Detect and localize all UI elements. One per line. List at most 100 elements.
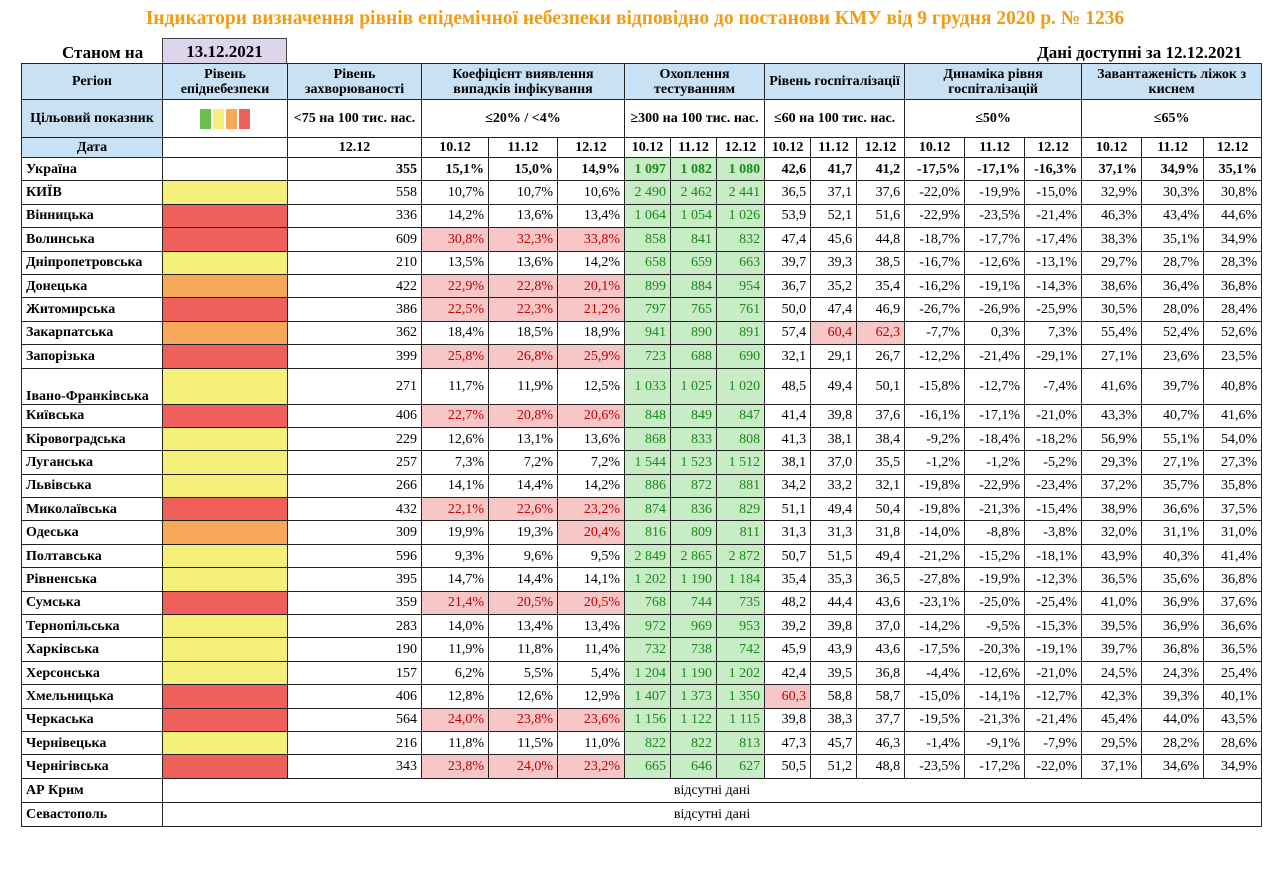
danger-level-cell bbox=[162, 660, 288, 686]
region-name: Севастополь bbox=[21, 801, 163, 827]
region-name: Одеська bbox=[21, 520, 163, 545]
incidence-value: 406 bbox=[287, 403, 422, 428]
hospitalization-value: 31,3 bbox=[810, 520, 858, 545]
indicators-table: Регіон Рівень епіднебезпеки Рівень захво… bbox=[21, 63, 1263, 827]
oxygen-beds-value: 32,0% bbox=[1081, 520, 1143, 545]
detection-value: 10,7% bbox=[488, 180, 558, 205]
detection-value: 14,0% bbox=[421, 614, 489, 639]
testing-value: 872 bbox=[670, 473, 718, 499]
hosp-dynamics-value: -16,7% bbox=[904, 250, 966, 275]
region-name: Полтавська bbox=[21, 543, 163, 569]
oxygen-beds-value: 31,1% bbox=[1141, 520, 1205, 545]
hospitalization-value: 62,3 bbox=[856, 320, 906, 346]
hosp-dynamics-value: -18,2% bbox=[1024, 426, 1083, 452]
hosp-dynamics-value: -15,4% bbox=[1024, 497, 1083, 522]
testing-value: 665 bbox=[624, 754, 672, 779]
hosp-dynamics-value: -12,7% bbox=[1024, 684, 1083, 709]
date-cell: 12.12 bbox=[1024, 137, 1083, 158]
hosp-dynamics-value: -25,9% bbox=[1024, 297, 1083, 322]
data-available-label: Дані доступні за 12.12.2021 bbox=[1037, 43, 1242, 62]
oxygen-beds-value: 30,8% bbox=[1203, 180, 1263, 205]
region-name: Херсонська bbox=[21, 660, 163, 686]
incidence-value: 422 bbox=[287, 273, 422, 299]
detection-value: 13,4% bbox=[488, 614, 558, 639]
detection-value: 9,5% bbox=[556, 543, 626, 569]
hospitalization-value: 37,7 bbox=[856, 707, 906, 732]
oxygen-beds-value: 30,3% bbox=[1141, 180, 1205, 205]
header-oxygen-beds: Завантаженість ліжок з киснем bbox=[1081, 63, 1263, 100]
region-name: Кіровоградська bbox=[21, 426, 163, 452]
detection-value: 20,5% bbox=[556, 590, 626, 616]
detection-value: 22,6% bbox=[488, 497, 558, 522]
testing-value: 954 bbox=[716, 273, 766, 299]
hosp-dynamics-value: -12,3% bbox=[1024, 567, 1083, 592]
hospitalization-value: 60,4 bbox=[810, 320, 858, 346]
table-row: Дніпропетровська 210 13,5% 13,6% 14,2% 658 659… bbox=[21, 250, 1263, 275]
oxygen-beds-value: 39,5% bbox=[1081, 614, 1143, 639]
testing-value: 822 bbox=[624, 730, 672, 756]
hospitalization-value: 26,7 bbox=[856, 344, 906, 369]
testing-value: 811 bbox=[716, 520, 766, 545]
oxygen-beds-value: 41,0% bbox=[1081, 590, 1143, 616]
oxygen-beds-value: 29,7% bbox=[1081, 250, 1143, 275]
detection-value: 18,5% bbox=[488, 320, 558, 346]
swatch-yellow bbox=[213, 108, 224, 129]
danger-level-cell bbox=[162, 403, 288, 428]
testing-value: 797 bbox=[624, 297, 672, 322]
oxygen-beds-value: 24,5% bbox=[1081, 660, 1143, 686]
hosp-dynamics-value: -19,1% bbox=[1024, 637, 1083, 662]
detection-value: 7,3% bbox=[421, 450, 489, 475]
hosp-dynamics-value: -19,9% bbox=[964, 180, 1026, 205]
oxygen-beds-value: 36,8% bbox=[1203, 567, 1263, 592]
incidence-value: 216 bbox=[287, 730, 422, 756]
detection-value: 22,5% bbox=[421, 297, 489, 322]
testing-value: 1 184 bbox=[716, 567, 766, 592]
oxygen-beds-value: 56,9% bbox=[1081, 426, 1143, 452]
hosp-dynamics-value: -3,8% bbox=[1024, 520, 1083, 545]
hosp-dynamics-value: -23,4% bbox=[1024, 473, 1083, 499]
incidence-value: 257 bbox=[287, 450, 422, 475]
region-name: Івано-Франківська bbox=[21, 367, 163, 405]
hosp-dynamics-value: -14,2% bbox=[904, 614, 966, 639]
detection-value: 11,7% bbox=[421, 367, 489, 405]
hosp-dynamics-value: -12,6% bbox=[964, 250, 1026, 275]
hospitalization-value: 35,2 bbox=[810, 273, 858, 299]
date-cell: 10.12 bbox=[421, 137, 489, 158]
hosp-dynamics-value: -19,9% bbox=[964, 567, 1026, 592]
hosp-dynamics-value: -9,5% bbox=[964, 614, 1026, 639]
detection-value: 11,8% bbox=[488, 637, 558, 662]
testing-value: 858 bbox=[624, 227, 672, 252]
hospitalization-value: 51,6 bbox=[856, 203, 906, 229]
detection-value: 11,4% bbox=[556, 637, 626, 662]
hospitalization-value: 60,3 bbox=[764, 684, 812, 709]
danger-level-cell bbox=[162, 637, 288, 662]
hosp-dynamics-value: -5,2% bbox=[1024, 450, 1083, 475]
danger-level-cell bbox=[162, 707, 288, 732]
hospitalization-value: 45,6 bbox=[810, 227, 858, 252]
oxygen-beds-value: 28,0% bbox=[1141, 297, 1205, 322]
detection-value: 20,4% bbox=[556, 520, 626, 545]
region-name: Харківська bbox=[21, 637, 163, 662]
hosp-dynamics-value: -7,9% bbox=[1024, 730, 1083, 756]
detection-value: 13,4% bbox=[556, 614, 626, 639]
hosp-dynamics-value: -9,1% bbox=[964, 730, 1026, 756]
target-oxygen-beds: ≤65% bbox=[1081, 99, 1263, 138]
hospitalization-value: 32,1 bbox=[764, 344, 812, 369]
hospitalization-value: 49,4 bbox=[810, 367, 858, 405]
testing-value: 1 156 bbox=[624, 707, 672, 732]
table-row: Харківська 190 11,9% 11,8% 11,4% 732 738 742 45,… bbox=[21, 637, 1263, 662]
testing-value: 886 bbox=[624, 473, 672, 499]
hosp-dynamics-value: -20,3% bbox=[964, 637, 1026, 662]
hospitalization-value: 42,4 bbox=[764, 660, 812, 686]
region-name: Львівська bbox=[21, 473, 163, 499]
table-row: Вінницька 336 14,2% 13,6% 13,4% 1 064 1 054 1 0… bbox=[21, 203, 1263, 229]
oxygen-beds-value: 28,4% bbox=[1203, 297, 1263, 322]
hospitalization-value: 48,5 bbox=[764, 367, 812, 405]
detection-value: 13,5% bbox=[421, 250, 489, 275]
hosp-dynamics-value: -12,2% bbox=[904, 344, 966, 369]
testing-value: 1 202 bbox=[624, 567, 672, 592]
table-row: Одеська 309 19,9% 19,3% 20,4% 816 809 811 31,3 31… bbox=[21, 520, 1263, 545]
danger-level-cell bbox=[162, 203, 288, 229]
oxygen-beds-value: 35,8% bbox=[1203, 473, 1263, 499]
testing-value: 765 bbox=[670, 297, 718, 322]
